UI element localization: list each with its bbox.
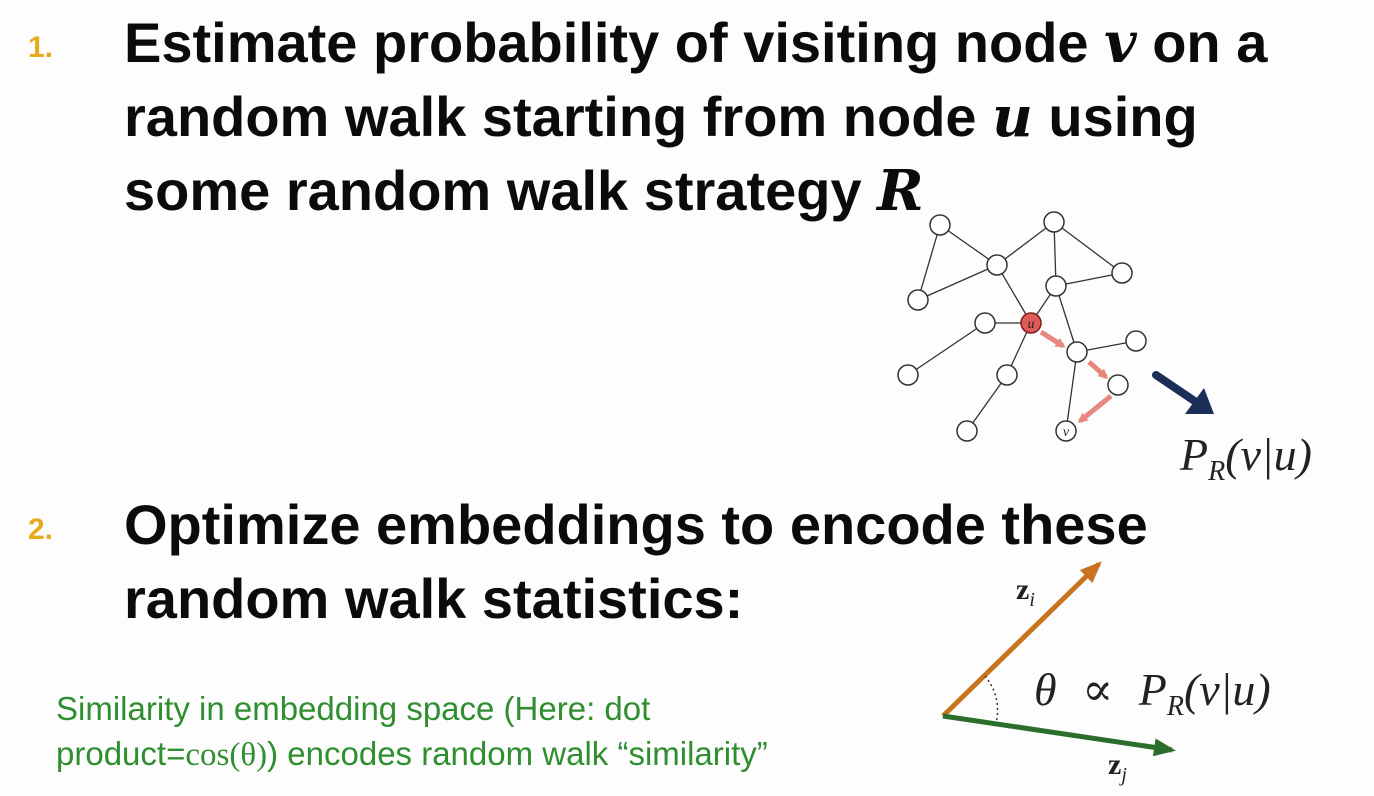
caption-line-1: Similarity in embedding space (Here: dot	[56, 690, 651, 727]
var-u: u	[992, 84, 1033, 150]
step-2-text: Optimize embeddings to encode these rand…	[124, 488, 1148, 636]
step-1-line-3: some random walk strategy R	[124, 158, 924, 224]
angle-proportional-formula: θ ∝ PR(v|u)	[1034, 664, 1271, 722]
result-arrow	[1152, 371, 1214, 414]
cos-theta: cos(θ)	[185, 737, 268, 773]
step-2-line-2: random walk statistics:	[124, 567, 744, 630]
vector-zi-label: zi	[1016, 573, 1035, 611]
vector-zj-label: zj	[1108, 748, 1127, 786]
step-1-number: 1.	[28, 31, 54, 64]
start-node-u-label: u	[1028, 317, 1035, 332]
step-1-line-1: Estimate probability of visiting node v …	[124, 10, 1268, 76]
caption-line-2: product=cos(θ)) encodes random walk “sim…	[56, 735, 768, 773]
step-1-text: Estimate probability of visiting node v …	[124, 6, 1267, 228]
var-r: R	[877, 158, 924, 224]
end-node-v-label: v	[1063, 425, 1070, 440]
start-node-u	[1020, 312, 1042, 334]
graph-nodes	[897, 211, 1147, 442]
step-2-number: 2.	[28, 513, 54, 546]
end-node-v	[1055, 420, 1077, 442]
step-1-line-2: random walk starting from node u using	[124, 84, 1198, 150]
var-v: v	[1104, 10, 1137, 76]
vector-zi-arrow	[941, 561, 1102, 718]
angle-arc	[984, 675, 999, 724]
random-walk-path	[1039, 329, 1113, 423]
probability-formula: PR(v|u)	[1180, 429, 1312, 487]
step-2-line-1: Optimize embeddings to encode these	[124, 493, 1148, 556]
vector-zj-arrow	[942, 713, 1176, 757]
similarity-caption: Similarity in embedding space (Here: dot…	[56, 686, 768, 778]
